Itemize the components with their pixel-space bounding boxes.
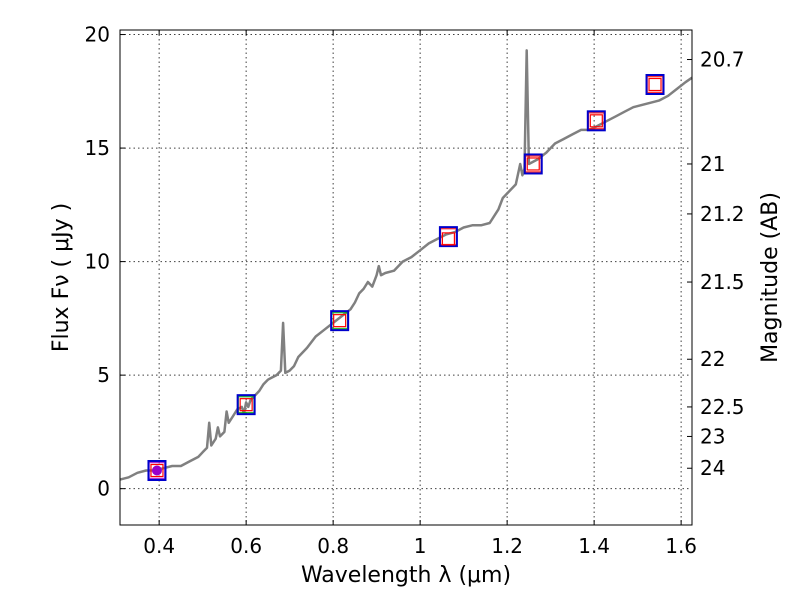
photometry-marker bbox=[438, 226, 458, 248]
x-tick-label: 0.4 bbox=[143, 534, 175, 558]
y2-tick-label: 21 bbox=[700, 152, 725, 176]
model-marker bbox=[441, 232, 456, 246]
model-marker bbox=[333, 314, 347, 328]
y-axis-label: Flux Fν ( μJy ) bbox=[49, 203, 74, 352]
y-tick-label: 20 bbox=[85, 23, 110, 47]
photometry-marker bbox=[523, 153, 543, 175]
y2-tick-label: 24 bbox=[700, 456, 725, 480]
x-tick-label: 1 bbox=[414, 534, 427, 558]
photometry-marker bbox=[147, 460, 167, 482]
marker-layer bbox=[147, 73, 665, 482]
photometry-marker bbox=[236, 394, 256, 416]
model-marker bbox=[648, 77, 662, 92]
y-tick-label: 10 bbox=[85, 250, 110, 274]
spectrum-line bbox=[119, 49, 693, 481]
tick-layer: 0.4 0.6 0.8 1 1.2 1.4 1.6 0 5 10 15 20 20.7 21 21.2 21.… bbox=[85, 23, 745, 558]
x-tick-label: 0.8 bbox=[317, 534, 349, 558]
model-marker bbox=[526, 157, 540, 171]
x-tick-label: 1.4 bbox=[578, 534, 610, 558]
y-tick-label: 15 bbox=[85, 136, 110, 160]
x-tick-label: 0.6 bbox=[230, 534, 262, 558]
y2-tick-label: 21.5 bbox=[700, 270, 745, 294]
x-tick-label: 1.2 bbox=[491, 534, 523, 558]
photometry-marker bbox=[586, 110, 606, 132]
y2-tick-label: 22 bbox=[700, 347, 725, 371]
series-layer bbox=[119, 49, 693, 481]
y2-axis-label: Magnitude (AB) bbox=[758, 192, 783, 363]
x-axis-label: Wavelength λ (μm) bbox=[301, 563, 511, 588]
photometry-marker bbox=[330, 310, 350, 332]
grid-layer bbox=[120, 30, 692, 525]
model-marker bbox=[589, 114, 603, 128]
model-marker bbox=[239, 398, 253, 412]
y2-tick-label: 21.2 bbox=[700, 202, 745, 226]
y2-tick-label: 23 bbox=[700, 424, 725, 448]
model-marker bbox=[150, 463, 164, 478]
y-tick-label: 5 bbox=[97, 363, 110, 387]
photometry-marker bbox=[645, 73, 665, 95]
x-tick-label: 1.6 bbox=[665, 534, 697, 558]
first-point-dot bbox=[151, 465, 162, 476]
y2-tick-label: 20.7 bbox=[700, 48, 745, 72]
plot-frame bbox=[119, 29, 693, 526]
y-tick-label: 0 bbox=[97, 477, 110, 501]
y2-tick-label: 22.5 bbox=[700, 395, 745, 419]
